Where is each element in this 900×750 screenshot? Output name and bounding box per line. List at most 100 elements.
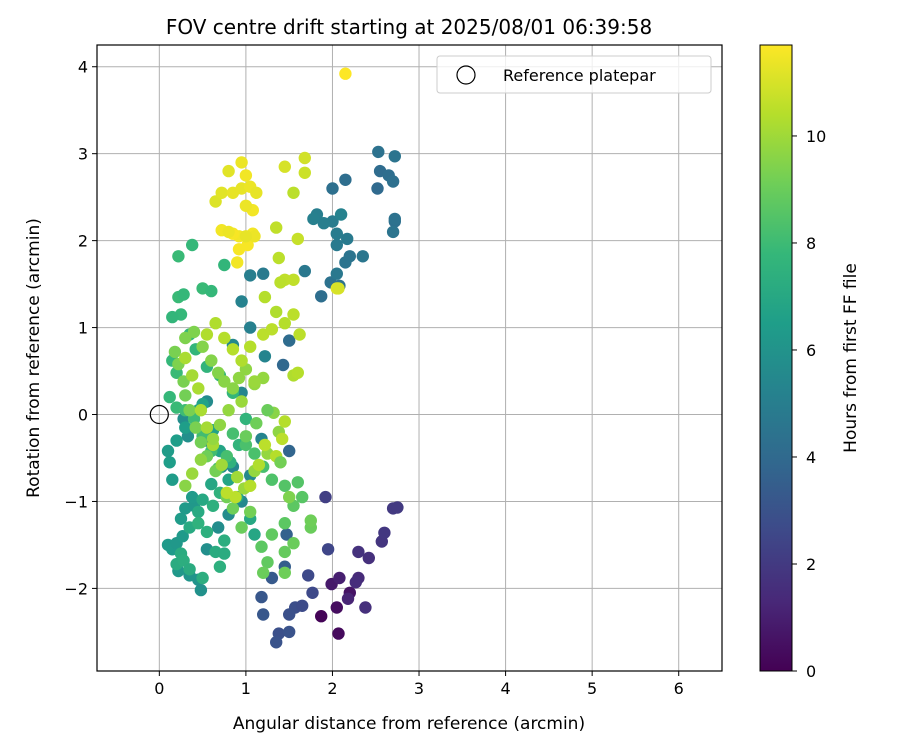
data-point — [179, 421, 192, 434]
data-point — [218, 331, 231, 345]
data-point — [315, 290, 328, 303]
data-point — [302, 569, 315, 582]
data-point — [283, 490, 296, 504]
data-point — [352, 545, 365, 559]
data-point — [391, 501, 404, 514]
data-point — [222, 225, 235, 239]
data-point — [235, 521, 248, 534]
data-point — [274, 276, 287, 289]
data-point — [332, 282, 345, 295]
data-point — [356, 250, 369, 263]
data-point — [239, 412, 253, 426]
data-point — [215, 458, 228, 472]
data-point — [265, 323, 279, 336]
data-point — [280, 528, 293, 541]
data-point — [359, 601, 372, 614]
data-point — [372, 145, 385, 159]
data-point — [248, 375, 261, 388]
data-point — [200, 525, 214, 539]
data-point — [222, 404, 235, 417]
data-point — [250, 417, 263, 430]
data-point — [177, 375, 190, 388]
data-point — [278, 317, 291, 330]
colorbar-tick-label: 6 — [806, 341, 816, 360]
data-point — [186, 238, 199, 252]
data-point — [332, 627, 345, 640]
data-point — [270, 221, 283, 234]
data-point — [177, 288, 190, 301]
data-point — [179, 389, 192, 402]
data-point — [283, 608, 296, 621]
data-point — [278, 517, 291, 530]
data-points — [161, 67, 404, 649]
data-point — [206, 499, 220, 512]
data-point — [235, 156, 248, 169]
data-point — [163, 456, 176, 469]
data-point — [209, 195, 222, 208]
data-point — [258, 290, 272, 304]
data-point — [257, 267, 270, 280]
data-point — [239, 230, 253, 243]
data-point — [244, 321, 257, 334]
data-point — [287, 273, 300, 286]
data-point — [226, 427, 240, 440]
x-tick-label: 2 — [327, 679, 337, 698]
data-point — [244, 340, 257, 353]
data-point — [196, 571, 209, 585]
data-point — [255, 540, 268, 553]
data-point — [298, 264, 311, 278]
data-point — [265, 473, 279, 486]
data-point — [196, 493, 209, 506]
data-point — [183, 563, 196, 576]
data-point — [330, 227, 343, 240]
data-point — [174, 512, 188, 525]
data-point — [196, 340, 209, 353]
data-point — [261, 404, 274, 417]
data-point — [278, 479, 291, 492]
data-point — [163, 390, 176, 404]
data-point — [278, 415, 291, 428]
data-point — [317, 217, 330, 230]
legend-marker-icon — [456, 65, 476, 85]
data-point — [283, 334, 296, 347]
data-point — [258, 350, 272, 363]
data-point — [179, 351, 192, 365]
data-point — [213, 560, 227, 573]
data-point — [213, 418, 227, 432]
data-point — [339, 67, 352, 80]
data-point — [274, 456, 287, 469]
data-point — [296, 599, 309, 612]
data-point — [192, 382, 205, 395]
data-point — [319, 490, 332, 504]
data-point — [176, 530, 189, 543]
legend: Reference platepar — [436, 55, 712, 94]
data-point — [306, 586, 319, 599]
data-point — [278, 160, 291, 173]
data-point — [250, 186, 263, 199]
colorbar: 0 2 4 6 8 10 Hours from first FF file — [759, 44, 861, 681]
legend-box — [436, 55, 712, 94]
x-axis-ticks: 0 1 2 3 4 5 6 — [154, 671, 684, 698]
data-point — [239, 199, 253, 212]
data-point — [244, 479, 257, 492]
x-tick-label: 3 — [414, 679, 424, 698]
data-point — [287, 537, 300, 550]
data-point — [235, 354, 248, 367]
data-point — [226, 343, 240, 356]
data-point — [349, 576, 362, 589]
colorbar-tick-label: 2 — [806, 555, 816, 574]
data-point — [293, 328, 306, 341]
data-point — [388, 150, 401, 163]
data-point — [192, 505, 205, 519]
data-point — [179, 479, 192, 492]
data-point — [192, 517, 205, 530]
data-point — [183, 404, 196, 417]
colorbar-tick-label: 0 — [806, 662, 816, 681]
data-point — [209, 317, 222, 330]
y-tick-label: 1 — [78, 319, 88, 338]
data-point — [330, 238, 343, 252]
data-point — [304, 514, 317, 527]
data-point — [244, 505, 257, 519]
x-tick-label: 4 — [500, 679, 510, 698]
